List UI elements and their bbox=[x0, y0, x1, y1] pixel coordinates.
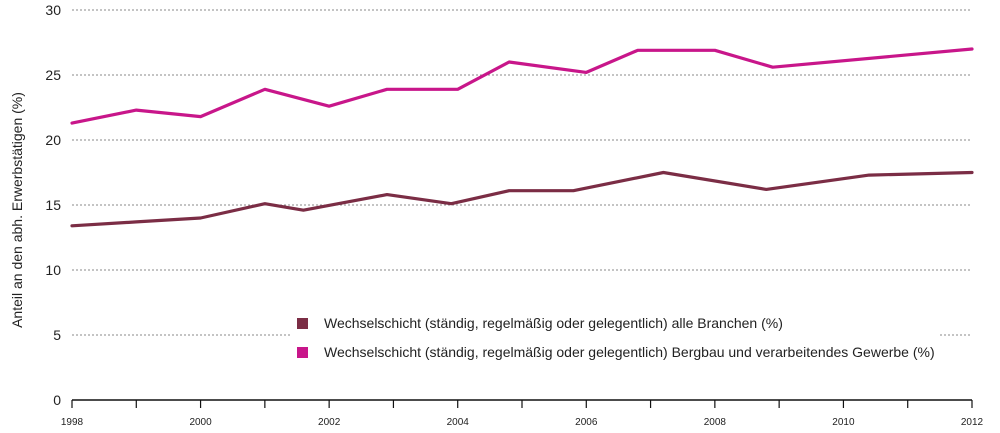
x-tick-label-2002: 2002 bbox=[318, 417, 341, 428]
series-line-2 bbox=[70, 47, 974, 125]
y-tick-label-0: 0 bbox=[53, 392, 61, 408]
y-axis-title: Anteil an den abh. Erwerbstätigen (%) bbox=[9, 92, 25, 328]
legend-background bbox=[290, 310, 940, 366]
y-tick-label-10: 10 bbox=[45, 262, 61, 278]
x-tick-label-2000: 2000 bbox=[189, 417, 212, 428]
legend-swatch-series-1 bbox=[297, 318, 308, 329]
x-tick-label-2010: 2010 bbox=[832, 417, 855, 428]
y-tick-label-5: 5 bbox=[53, 327, 61, 343]
legend-label-series-2: Wechselschicht (ständig, regelmäßig oder… bbox=[324, 344, 935, 360]
legend-swatch-series-2 bbox=[297, 347, 308, 358]
series-line-1 bbox=[70, 170, 974, 228]
legend-label-series-1: Wechselschicht (ständig, regelmäßig oder… bbox=[324, 315, 783, 331]
x-tick-label-2012: 2012 bbox=[961, 417, 984, 428]
y-tick-label-25: 25 bbox=[45, 67, 61, 83]
series-lines bbox=[70, 47, 974, 228]
gridlines bbox=[72, 9, 972, 336]
axes: 0 5 10 15 20 25 30 1998 2000 2002 2004 2006 2008 2010… bbox=[45, 2, 983, 428]
x-tick-label-2008: 2008 bbox=[704, 417, 727, 428]
x-tick-label-2004: 2004 bbox=[447, 417, 470, 428]
y-tick-label-15: 15 bbox=[45, 197, 61, 213]
x-tick-label-1998: 1998 bbox=[61, 417, 84, 428]
x-tick-label-2006: 2006 bbox=[575, 417, 598, 428]
y-tick-label-20: 20 bbox=[45, 132, 61, 148]
legend: Wechselschicht (ständig, regelmäßig oder… bbox=[290, 310, 940, 366]
y-tick-label-30: 30 bbox=[45, 2, 61, 18]
